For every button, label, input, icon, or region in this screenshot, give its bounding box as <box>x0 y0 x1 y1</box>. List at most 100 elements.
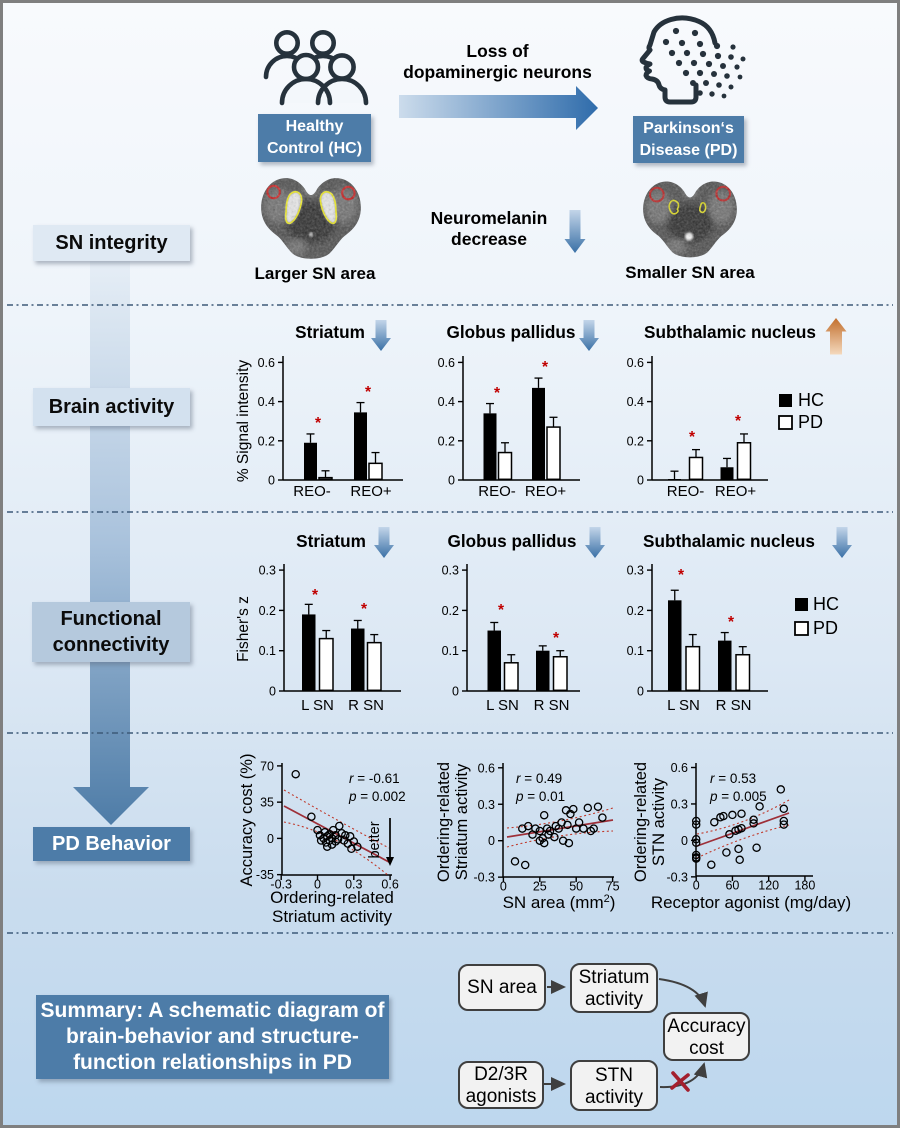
svg-text:120: 120 <box>758 879 779 893</box>
svg-text:*: * <box>553 630 560 647</box>
svg-text:*: * <box>312 587 319 604</box>
svg-text:0: 0 <box>448 474 455 488</box>
svg-text:0.6: 0.6 <box>627 356 644 370</box>
svg-text:Striatum: Striatum <box>295 322 365 342</box>
svg-text:0.6: 0.6 <box>381 878 398 892</box>
svg-text:0.3: 0.3 <box>345 878 362 892</box>
svg-text:-0.3: -0.3 <box>473 871 495 885</box>
svg-text:Fisher's z: Fisher's z <box>235 596 252 662</box>
svg-text:50: 50 <box>569 880 583 894</box>
svg-text:0.3: 0.3 <box>442 564 459 578</box>
svg-text:0.2: 0.2 <box>442 604 459 618</box>
svg-text:180: 180 <box>794 879 815 893</box>
svg-text:Striatum: Striatum <box>296 531 366 551</box>
svg-text:r = 0.49: r = 0.49 <box>516 771 562 786</box>
svg-text:-0.3: -0.3 <box>270 878 292 892</box>
svg-text:*: * <box>689 429 696 446</box>
svg-text:*: * <box>735 413 742 430</box>
svg-text:*: * <box>498 602 505 619</box>
svg-text:STN activity: STN activity <box>650 777 668 866</box>
svg-text:0.1: 0.1 <box>442 644 459 658</box>
svg-text:0.3: 0.3 <box>478 798 495 812</box>
svg-text:0.2: 0.2 <box>258 434 275 448</box>
svg-text:0.3: 0.3 <box>259 564 276 578</box>
svg-text:% Signal intensity: % Signal intensity <box>235 360 252 483</box>
svg-text:0: 0 <box>637 474 644 488</box>
svg-text:*: * <box>365 384 372 401</box>
svg-text:0: 0 <box>693 879 700 893</box>
svg-text:60: 60 <box>725 879 739 893</box>
svg-text:p = 0.005: p = 0.005 <box>709 789 767 804</box>
svg-text:Subthalamic nucleus: Subthalamic nucleus <box>644 322 816 342</box>
svg-text:0.1: 0.1 <box>627 644 644 658</box>
svg-text:L SN: L SN <box>301 697 334 714</box>
svg-text:r = 0.53: r = 0.53 <box>710 771 756 786</box>
svg-text:*: * <box>542 359 549 376</box>
svg-text:R SN: R SN <box>716 697 752 714</box>
svg-text:Ordering-related: Ordering-related <box>270 888 394 907</box>
svg-text:0: 0 <box>637 685 644 699</box>
svg-text:Striatum activity: Striatum activity <box>453 763 471 880</box>
svg-text:0.1: 0.1 <box>259 644 276 658</box>
svg-text:HC: HC <box>798 390 824 410</box>
svg-text:0: 0 <box>488 834 495 848</box>
svg-text:L SN: L SN <box>667 697 700 714</box>
svg-text:0: 0 <box>681 834 688 848</box>
svg-text:25: 25 <box>533 880 547 894</box>
svg-text:75: 75 <box>606 880 620 894</box>
svg-text:0.4: 0.4 <box>627 395 644 409</box>
svg-text:0.2: 0.2 <box>438 434 455 448</box>
svg-text:0.6: 0.6 <box>478 761 495 775</box>
svg-text:-35: -35 <box>256 868 274 882</box>
svg-text:better: better <box>367 821 383 858</box>
svg-text:*: * <box>678 567 685 584</box>
svg-text:*: * <box>315 415 322 432</box>
svg-text:Ordering-related: Ordering-related <box>632 762 650 882</box>
svg-text:0: 0 <box>267 832 274 846</box>
svg-text:35: 35 <box>260 796 274 810</box>
svg-text:0: 0 <box>452 685 459 699</box>
svg-text:Subthalamic nucleus: Subthalamic nucleus <box>643 531 815 551</box>
svg-text:0.4: 0.4 <box>258 395 275 409</box>
svg-text:0.3: 0.3 <box>671 797 688 811</box>
svg-text:REO-: REO- <box>478 483 516 500</box>
svg-text:0.2: 0.2 <box>259 604 276 618</box>
svg-text:0.6: 0.6 <box>438 356 455 370</box>
svg-text:*: * <box>361 601 368 618</box>
svg-text:0: 0 <box>269 685 276 699</box>
svg-text:R SN: R SN <box>534 697 570 714</box>
svg-text:HC: HC <box>813 594 839 614</box>
svg-text:Receptor agonist (mg/day): Receptor agonist (mg/day) <box>651 893 851 912</box>
svg-text:0.4: 0.4 <box>438 395 455 409</box>
svg-text:*: * <box>494 385 501 402</box>
svg-text:r = -0.61: r = -0.61 <box>349 771 400 786</box>
svg-text:70: 70 <box>260 759 274 773</box>
svg-text:REO+: REO+ <box>715 483 757 500</box>
svg-text:REO-: REO- <box>293 483 331 500</box>
svg-text:0.6: 0.6 <box>258 356 275 370</box>
svg-text:PD: PD <box>798 412 823 432</box>
svg-text:0: 0 <box>500 880 507 894</box>
svg-text:0: 0 <box>314 878 321 892</box>
svg-text:Globus pallidus: Globus pallidus <box>448 531 577 551</box>
svg-text:0.6: 0.6 <box>671 761 688 775</box>
svg-text:L SN: L SN <box>486 697 519 714</box>
svg-text:R SN: R SN <box>348 697 384 714</box>
svg-text:0.3: 0.3 <box>627 564 644 578</box>
svg-text:0: 0 <box>268 474 275 488</box>
svg-text:Globus pallidus: Globus pallidus <box>447 322 576 342</box>
svg-text:0.2: 0.2 <box>627 604 644 618</box>
svg-text:REO+: REO+ <box>525 483 567 500</box>
svg-text:Ordering-related: Ordering-related <box>435 762 453 882</box>
svg-text:Striatum activity: Striatum activity <box>272 907 392 926</box>
svg-text:Accuracy cost (%): Accuracy cost (%) <box>238 754 256 887</box>
svg-text:REO-: REO- <box>667 483 705 500</box>
svg-text:0.2: 0.2 <box>627 434 644 448</box>
svg-text:p = 0.01: p = 0.01 <box>515 789 565 804</box>
svg-text:-0.3: -0.3 <box>666 870 688 884</box>
svg-text:REO+: REO+ <box>350 483 392 500</box>
svg-text:SN area (mm2): SN area (mm2) <box>503 893 616 912</box>
svg-text:p = 0.002: p = 0.002 <box>348 789 406 804</box>
svg-text:PD: PD <box>813 618 838 638</box>
svg-text:*: * <box>728 614 735 631</box>
